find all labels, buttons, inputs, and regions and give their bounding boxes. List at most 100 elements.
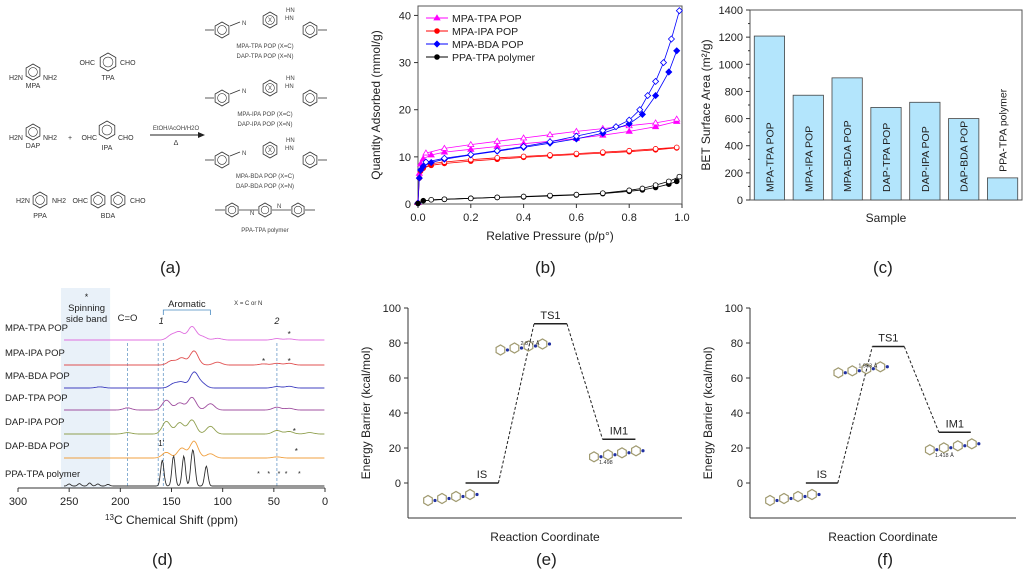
- state-label-is: IS: [477, 469, 487, 481]
- atom-hn: HN: [285, 146, 294, 152]
- nitrogen-atom: [885, 365, 889, 369]
- atom-n: N: [242, 21, 246, 27]
- legend-marker: [433, 40, 441, 48]
- nmr-spectra-chart: 300 250 200 150 100 50 0 13C Chemical Shift (pp…: [5, 288, 328, 527]
- molecule-ring: [966, 438, 977, 450]
- desorption-point: [467, 150, 475, 159]
- bar-mpa-tpa-pop: [753, 35, 785, 201]
- nitrogen-atom: [949, 446, 953, 450]
- nitrogen-atom: [533, 344, 538, 348]
- monomer-right-group: NH2: [43, 135, 57, 142]
- state-label-im1: IM1: [946, 418, 964, 430]
- x-tick-label: 1.0: [674, 212, 689, 224]
- isotherm-chart: 0.0 0.2 0.4 0.6 0.8 1.0 0 10 20 30 40 Relative Pres…: [369, 5, 690, 243]
- star-annotation: *: [278, 471, 281, 478]
- molecule-im1: [924, 438, 981, 456]
- y-tick-label: 10: [399, 152, 411, 164]
- desorption-point: [673, 144, 680, 151]
- spectrum-mpa-bda-pop: [64, 371, 325, 389]
- state-label-ts1: TS1: [878, 333, 898, 345]
- aromatic-label: Aromatic: [168, 299, 206, 310]
- desorption-point: [440, 144, 449, 151]
- spectrum-dap-ipa-pop: [64, 419, 325, 435]
- monomer-ring-ipa: [98, 120, 116, 140]
- desorption-point: [422, 149, 430, 156]
- peak-label-1-prime: 1': [158, 439, 164, 448]
- adsorption-point: [651, 122, 660, 130]
- adsorption-point: [420, 197, 427, 204]
- carbonyl-label: C=O: [118, 313, 138, 324]
- molecule-ring: [509, 342, 520, 354]
- desorption-point: [644, 92, 652, 100]
- monomer-left-group: H2N: [9, 135, 23, 142]
- x-tick-label: 100: [213, 496, 231, 508]
- nitrogen-atom: [599, 455, 603, 459]
- molecule-ring: [938, 442, 949, 454]
- desorption-point: [625, 116, 633, 124]
- monomer-left-group: OHC: [81, 135, 97, 142]
- nitrogen-atom: [977, 442, 981, 446]
- atom-hn: HN: [285, 16, 294, 22]
- x-tick-label: 0.8: [622, 212, 637, 224]
- x-tick-label: 0.2: [463, 212, 478, 224]
- molecule-ring: [523, 340, 534, 352]
- atom-hn-top: HN: [286, 76, 295, 82]
- panel-f-label: (f): [877, 550, 894, 569]
- molecule-ring: [952, 440, 963, 452]
- spectrum-ppa-tpa-polymer: [63, 448, 325, 487]
- peak-label-2: 2: [273, 316, 279, 326]
- atom-hn-top: HN: [286, 8, 295, 14]
- nitrogen-atom: [461, 494, 465, 499]
- molecule-ring: [537, 338, 548, 350]
- desorption-point: [494, 194, 501, 201]
- atom-n: N: [277, 204, 281, 210]
- monomer-right-group: NH2: [43, 75, 57, 82]
- product-label: DAP-IPA POP (X=N): [238, 122, 293, 128]
- monomer-right-group: CHO: [120, 60, 136, 67]
- desorption-point: [422, 158, 430, 166]
- nitrogen-atom: [803, 494, 807, 499]
- y-tick-label: 0: [395, 478, 401, 490]
- adsorption-point: [625, 127, 633, 134]
- panel-a-scheme: H2N NH2 MPA OHC CHO TPA H2N NH2 DAP OHC CHO IPA H2N N…: [0, 0, 360, 290]
- molecule-ring: [437, 492, 447, 505]
- adsorption-point: [665, 68, 673, 76]
- product-ring: [302, 89, 318, 107]
- heat-symbol: Δ: [174, 140, 179, 147]
- y-tick-label: 0: [737, 195, 743, 207]
- aromatic-circle: [265, 145, 275, 155]
- pyridine-ring: [262, 141, 278, 159]
- atom-hn: HN: [285, 84, 294, 90]
- y-tick-label: 30: [399, 58, 411, 70]
- distance-label: 1.963 Å: [858, 363, 877, 370]
- atom-n: N: [242, 151, 246, 157]
- desorption-point: [441, 196, 448, 203]
- nitrogen-atom: [505, 348, 510, 352]
- product-label: MPA-BDA POP (X=C): [236, 174, 294, 180]
- desorption-point: [468, 195, 474, 202]
- desorption-point: [493, 147, 501, 155]
- atom-x: X: [268, 148, 272, 154]
- nitrogen-atom: [843, 371, 847, 375]
- desorption-point: [599, 126, 607, 135]
- legend-label: MPA-TPA POP: [452, 13, 522, 25]
- nitrogen-atom: [789, 496, 793, 501]
- desorption-point: [573, 191, 580, 198]
- nitrogen-atom: [963, 444, 967, 448]
- panel-d-nmr: 300 250 200 150 100 50 0 13C Chemical Shift (pp…: [0, 288, 345, 575]
- aromatic-circle: [28, 67, 38, 77]
- desorption-point: [636, 106, 644, 114]
- x-axis-title: Reaction Coordinate: [490, 530, 600, 544]
- monomer-ring-ppa: [32, 191, 48, 209]
- aromatic-circle: [35, 195, 45, 205]
- nitrogen-atom: [935, 448, 939, 452]
- y-axis-title: Energy Barrier (kcal/mol): [360, 347, 373, 480]
- monomer-name-dap: DAP: [26, 143, 41, 150]
- adsorption-point: [638, 110, 646, 118]
- adsorption-point: [419, 162, 427, 170]
- adsorption-point: [415, 200, 421, 207]
- desorption-point: [493, 137, 501, 144]
- energy-profile-e: 0 20 40 60 80 100 Reaction Coordinate Energy Ba…: [359, 303, 682, 544]
- atom-x: X: [268, 18, 272, 24]
- desorption-point: [520, 153, 527, 160]
